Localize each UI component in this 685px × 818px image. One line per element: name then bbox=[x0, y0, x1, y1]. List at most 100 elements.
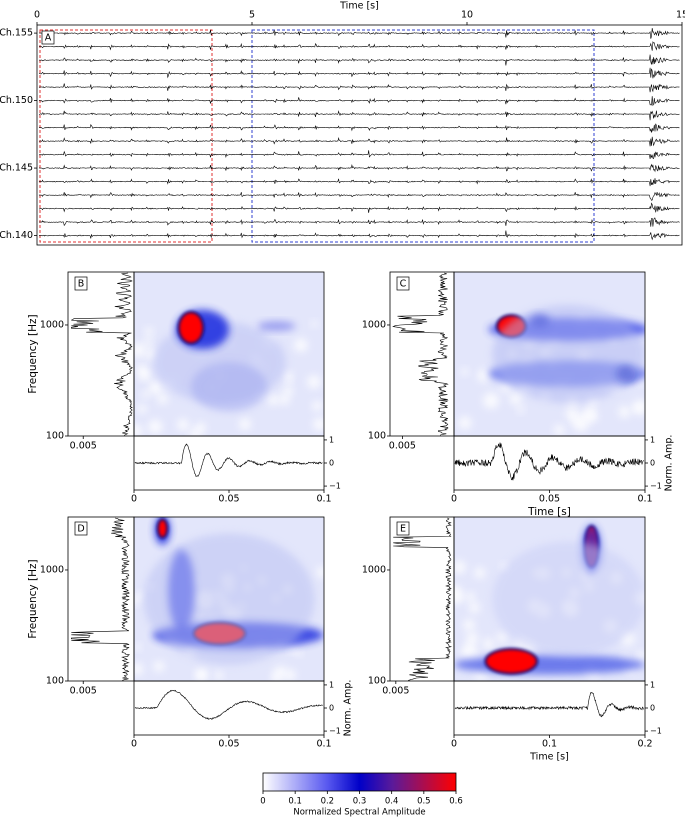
spectrum-line bbox=[71, 272, 133, 436]
spectrogram-spot bbox=[477, 369, 491, 383]
spectrogram-spot bbox=[134, 424, 143, 436]
x-tick-label: 0 bbox=[34, 10, 40, 21]
amp-tick-label: 0 bbox=[329, 704, 334, 713]
spectrum-frame bbox=[67, 516, 135, 682]
spectrogram-spot bbox=[509, 392, 522, 405]
amp-tick-label: 1 bbox=[329, 680, 334, 689]
spectrogram-spot bbox=[274, 666, 287, 679]
spectrogram-spot bbox=[283, 385, 293, 396]
spectrogram-spot bbox=[636, 651, 645, 662]
x-tick-label: 0.1 bbox=[542, 739, 557, 750]
trace bbox=[38, 123, 680, 133]
spectrogram-spot bbox=[618, 405, 631, 418]
spectrum-frame bbox=[389, 516, 455, 682]
panel-label-box bbox=[41, 30, 55, 45]
y-axis-label: Frequency [Hz] bbox=[27, 314, 39, 393]
spectrogram-spot bbox=[135, 591, 144, 600]
colorbar-tick-label: 0.2 bbox=[321, 797, 335, 807]
spectrogram-spot bbox=[144, 337, 153, 346]
spectrogram-spot bbox=[468, 602, 480, 614]
panel-label: D bbox=[77, 524, 84, 535]
trace bbox=[38, 110, 680, 121]
x-axis-label: Time [s] bbox=[527, 506, 571, 518]
amp-tick-label: −1 bbox=[329, 727, 341, 736]
colorbar-label: Normalized Spectral Amplitude bbox=[293, 808, 425, 818]
x-tick-label: 15 bbox=[676, 10, 685, 21]
panel-label: A bbox=[45, 33, 52, 44]
x-tick-label: 0.1 bbox=[637, 494, 652, 505]
x-tick-label: 0 bbox=[131, 739, 137, 750]
spectrogram-spot bbox=[137, 366, 150, 379]
spectrogram-spot bbox=[148, 419, 163, 434]
spectrogram-blob bbox=[191, 362, 267, 412]
x-tick-label: 0.005 bbox=[382, 686, 409, 697]
spectrogram-spot bbox=[195, 669, 207, 681]
x-axis-label: Time [s] bbox=[529, 752, 569, 763]
spectrogram-spot bbox=[454, 560, 466, 574]
waveform bbox=[134, 443, 323, 478]
trace bbox=[38, 150, 680, 160]
x-tick-label: 0.005 bbox=[70, 686, 97, 697]
x-axis-label: Time [s] bbox=[339, 1, 379, 12]
y-tick-label: 100 bbox=[46, 431, 64, 442]
amp-axis-label: Norm. Amp. bbox=[664, 435, 675, 492]
spectrogram-spot bbox=[458, 416, 472, 430]
spectrogram-spot bbox=[144, 327, 153, 336]
spectrogram-spot bbox=[134, 342, 146, 358]
spectrogram-spot bbox=[148, 380, 163, 395]
spectrogram-blob bbox=[179, 313, 203, 343]
y-tick-label: 1000 bbox=[40, 564, 64, 575]
colorbar-tick-label: 0 bbox=[260, 797, 265, 807]
spectrogram-spot bbox=[571, 415, 581, 424]
spectrogram-blob bbox=[486, 649, 537, 673]
x-tick-label: 0 bbox=[451, 494, 457, 505]
spectrogram-spot bbox=[474, 567, 486, 579]
trace bbox=[38, 67, 680, 79]
y-tick-label: 1000 bbox=[362, 319, 386, 330]
spectrogram-spot bbox=[312, 400, 323, 412]
colorbar-tick-label: 0.3 bbox=[353, 797, 367, 807]
panel-a-frame bbox=[36, 24, 683, 246]
spectrogram-spot bbox=[296, 650, 303, 657]
trace bbox=[38, 192, 680, 201]
spectrogram-spot bbox=[316, 566, 324, 578]
y-tick-label: 100 bbox=[368, 676, 386, 687]
spectrogram-spot bbox=[189, 428, 201, 436]
panel-label: C bbox=[400, 279, 407, 290]
trace bbox=[38, 136, 680, 147]
amp-tick-label: 1 bbox=[650, 435, 655, 444]
spectrogram-blob bbox=[143, 533, 315, 665]
trace bbox=[38, 83, 680, 93]
y-tick-label: 100 bbox=[46, 676, 64, 687]
spectrogram-blob bbox=[492, 541, 645, 657]
y-tick-label: 1000 bbox=[40, 319, 64, 330]
spectrogram-spot bbox=[466, 632, 479, 645]
colorbar-tick-label: 0.6 bbox=[449, 797, 463, 807]
spectrogram-spot bbox=[311, 320, 318, 328]
spectrogram-spot bbox=[460, 368, 469, 376]
spectrogram-spot bbox=[294, 338, 308, 352]
spectrogram bbox=[454, 517, 645, 681]
x-tick-label: 10 bbox=[461, 10, 473, 21]
y-axis-label: Frequency [Hz] bbox=[27, 559, 39, 638]
spectrum-line bbox=[393, 517, 453, 681]
y-tick-label: Ch.155 bbox=[0, 28, 33, 39]
spectrogram-spot bbox=[157, 393, 168, 404]
spectrogram-spot bbox=[141, 391, 149, 399]
spectrogram-spot bbox=[553, 424, 565, 436]
red-window bbox=[39, 29, 213, 243]
blue-window bbox=[251, 29, 595, 243]
panel-label: B bbox=[78, 279, 85, 290]
y-tick-label: Ch.140 bbox=[0, 230, 33, 241]
waveform bbox=[134, 689, 323, 720]
panel-label-box bbox=[396, 521, 410, 536]
x-tick-label: 0.1 bbox=[316, 739, 331, 750]
colorbar bbox=[262, 772, 457, 792]
spectrum-frame bbox=[67, 271, 135, 437]
spectrogram-spot bbox=[483, 392, 499, 409]
spectrum-line bbox=[71, 517, 131, 681]
trace bbox=[38, 96, 680, 107]
spectrogram-spot bbox=[307, 375, 321, 389]
amp-axis-label: Norm. Amp. bbox=[343, 680, 354, 737]
